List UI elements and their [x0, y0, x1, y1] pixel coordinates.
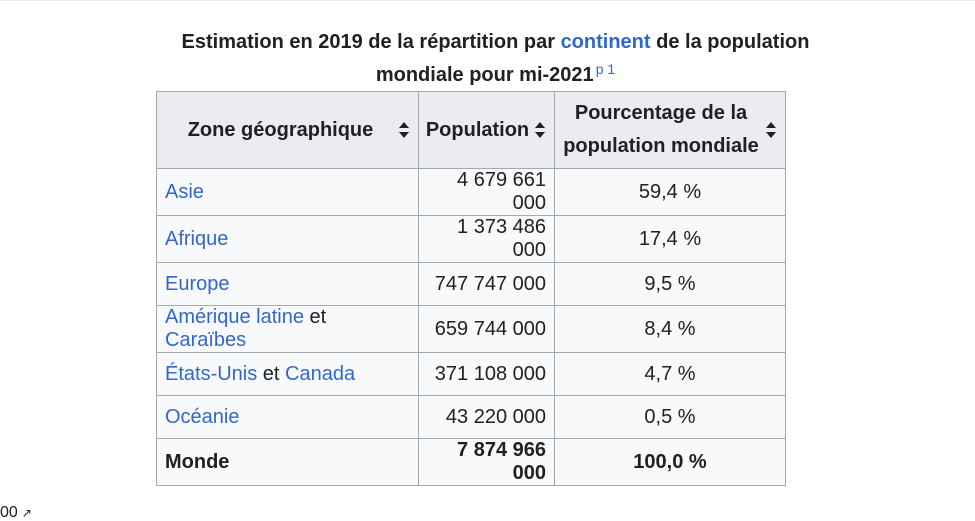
percentage-cell: 59,4 %	[554, 168, 786, 216]
zone-cell: Amérique latine et Caraïbes	[156, 305, 419, 353]
table-row: Asie 4 679 661 000 59,4 %	[156, 168, 786, 216]
table-row: Amérique latine et Caraïbes 659 744 000 …	[156, 305, 786, 353]
population-cell: 659 744 000	[418, 305, 555, 353]
zone-separator: et	[257, 362, 286, 385]
zone-cell: Asie	[156, 168, 419, 216]
external-link-icon[interactable]: ↗	[21, 506, 32, 520]
zone-link-afrique[interactable]: Afrique	[165, 227, 229, 250]
zone-cell: Europe	[156, 262, 419, 306]
reference-link[interactable]: p 1	[595, 61, 616, 77]
zone-link-etats-unis[interactable]: États-Unis	[165, 362, 258, 385]
percentage-cell: 9,5 %	[554, 262, 786, 306]
header-label-percentage: Pourcentage de la population mondiale	[563, 102, 759, 157]
zone-link-canada[interactable]: Canada	[285, 362, 356, 385]
header-row: Zone géographique Population Pourcentage…	[156, 91, 786, 169]
percentage-cell: 0,5 %	[554, 395, 786, 439]
sort-header-zone[interactable]: Zone géographique	[156, 91, 419, 169]
cut-off-number: 00	[0, 504, 18, 521]
percentage-cell: 8,4 %	[554, 305, 786, 353]
population-cell: 1 373 486 000	[418, 215, 555, 263]
zone-link-amerique-latine[interactable]: Amérique latine	[165, 306, 304, 328]
zone-link-asie[interactable]: Asie	[165, 180, 204, 203]
zone-link-europe[interactable]: Europe	[165, 272, 230, 295]
table-row: Océanie 43 220 000 0,5 %	[156, 395, 786, 439]
zone-cell: Océanie	[156, 395, 419, 439]
zone-link-caraibes[interactable]: Caraïbes	[165, 329, 247, 351]
caption-text-before: Estimation en 2019 de la répartition par	[181, 31, 561, 53]
population-cell: 371 108 000	[418, 352, 555, 396]
zone-separator: et	[303, 306, 327, 328]
cut-off-text: 00 ↗	[0, 505, 32, 521]
zone-cell: États-Unis et Canada	[156, 352, 419, 396]
table-row: Europe 747 747 000 9,5 %	[156, 262, 786, 306]
percentage-cell: 17,4 %	[554, 215, 786, 263]
caption-text-after: de la population mondiale pour mi-2021	[375, 31, 810, 86]
population-cell: 4 679 661 000	[418, 168, 555, 216]
table-row: Afrique 1 373 486 000 17,4 %	[156, 215, 786, 263]
population-cell: 43 220 000	[418, 395, 555, 439]
total-percentage-cell: 100,0 %	[554, 438, 786, 486]
table-row: États-Unis et Canada 371 108 000 4,7 %	[156, 352, 786, 396]
zone-cell: Afrique	[156, 215, 419, 263]
total-row: Monde 7 874 966 000 100,0 %	[156, 438, 786, 486]
sort-header-percentage[interactable]: Pourcentage de la population mondiale	[554, 91, 786, 169]
zone-link-oceanie[interactable]: Océanie	[165, 405, 240, 428]
table-caption: Estimation en 2019 de la répartition par…	[157, 26, 834, 92]
sort-icon	[766, 122, 777, 138]
continent-link[interactable]: continent	[560, 31, 651, 53]
sort-header-population[interactable]: Population	[418, 91, 555, 169]
total-zone-cell: Monde	[156, 438, 419, 486]
percentage-cell: 4,7 %	[554, 352, 786, 396]
header-label-zone: Zone géographique	[187, 118, 374, 141]
sort-icon	[535, 122, 546, 138]
top-divider	[0, 0, 975, 1]
total-population-cell: 7 874 966 000	[418, 438, 555, 486]
population-table: Zone géographique Population Pourcentage…	[156, 91, 786, 486]
population-cell: 747 747 000	[418, 262, 555, 306]
header-label-population: Population	[425, 118, 530, 141]
sort-icon	[399, 122, 410, 138]
